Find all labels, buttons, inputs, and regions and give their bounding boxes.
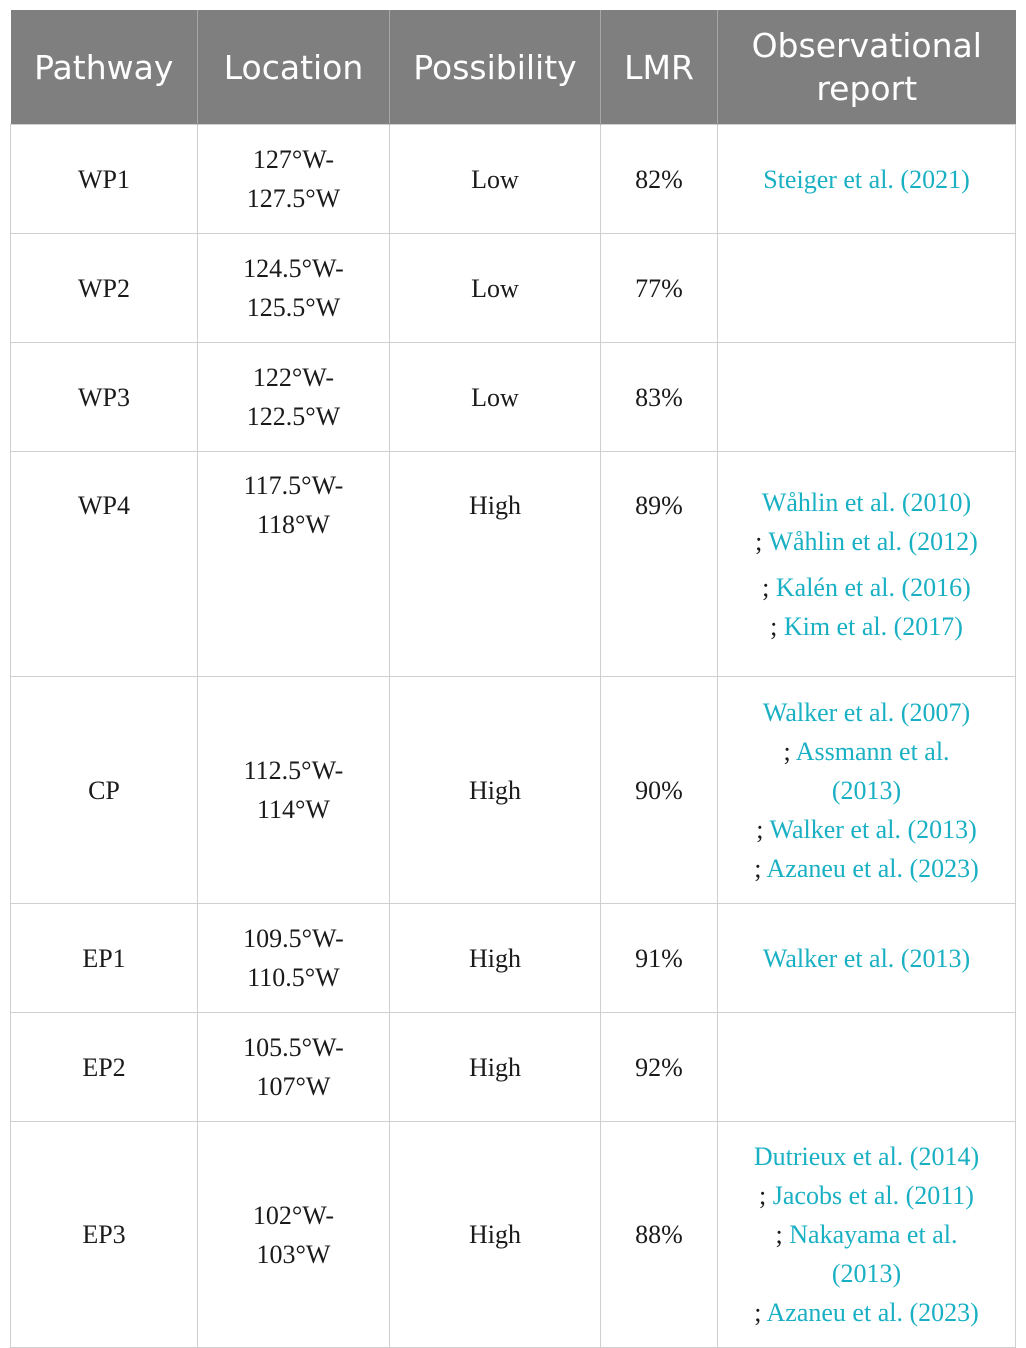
location-cell: 122°W- 122.5°W	[197, 342, 390, 452]
table-row: WP1 127°W- 127.5°W Low 82% Steiger et al…	[10, 124, 1016, 234]
lmr-cell: 91%	[600, 903, 718, 1013]
location-end: 122.5°W	[246, 402, 341, 431]
reference-link-continued[interactable]: (2013)	[831, 775, 902, 805]
reference-link[interactable]: Jacobs et al. (2011)	[772, 1181, 974, 1210]
separator: ;	[754, 853, 762, 883]
separator: ;	[756, 814, 764, 844]
separator: ;	[755, 526, 763, 556]
pathway-cell: CP	[10, 676, 198, 904]
pathway-cell: EP3	[10, 1121, 198, 1348]
lmr-cell: 90%	[600, 676, 718, 904]
pathway-cell: WP2	[10, 233, 198, 343]
reference-link[interactable]: Steiger et al. (2021)	[763, 164, 970, 194]
report-cell: Dutrieux et al. (2014) ; Jacobs et al. (…	[717, 1121, 1016, 1348]
location-cell: 112.5°W- 114°W	[197, 676, 390, 904]
table-row: WP2 124.5°W- 125.5°W Low 77%	[10, 233, 1016, 343]
lmr-cell: 88%	[600, 1121, 718, 1348]
location-end: 103°W	[256, 1239, 331, 1269]
separator: ;	[762, 572, 770, 602]
possibility-cell: High	[389, 451, 601, 677]
lmr-cell: 89%	[600, 451, 718, 677]
location-start: 124.5°W-	[243, 254, 344, 283]
report-cell: Steiger et al. (2021)	[717, 124, 1016, 234]
table-row: WP3 122°W- 122.5°W Low 83%	[10, 342, 1016, 452]
report-cell	[717, 1012, 1016, 1122]
possibility-cell: Low	[389, 342, 601, 452]
header-possibility: Possibility	[389, 10, 601, 125]
location-end: 107°W	[256, 1072, 331, 1101]
header-observational-report: Observational report	[717, 10, 1016, 125]
separator: ;	[770, 611, 778, 641]
reference-link[interactable]: Wåhlin et al. (2010)	[761, 487, 972, 517]
reference-link[interactable]: Nakayama et al.	[789, 1220, 958, 1249]
report-cell: Walker et al. (2013)	[717, 903, 1016, 1013]
location-start: 102°W-	[252, 1200, 335, 1230]
reference-link[interactable]: Kim et al. (2017)	[783, 611, 963, 641]
location-end: 125.5°W	[246, 293, 341, 322]
table-row: EP1 109.5°W- 110.5°W High 91% Walker et …	[10, 903, 1016, 1013]
possibility-cell: High	[389, 1121, 601, 1348]
pathway-cell: WP1	[10, 124, 198, 234]
location-end: 110.5°W	[247, 963, 340, 992]
header-pathway: Pathway	[10, 10, 198, 125]
location-start: 112.5°W-	[243, 756, 344, 785]
header-row: Pathway Location Possibility LMR Observa…	[10, 10, 1016, 125]
location-cell: 105.5°W- 107°W	[197, 1012, 390, 1122]
table-row: EP3 102°W- 103°W High 88% Dutrieux et al…	[10, 1121, 1016, 1348]
location-start: 117.5°W-	[243, 471, 344, 500]
location-start: 105.5°W-	[243, 1033, 344, 1062]
location-start: 122°W-	[252, 363, 335, 392]
location-cell: 117.5°W- 118°W	[197, 451, 390, 677]
table-row: CP 112.5°W- 114°W High 90% Walker et al.…	[10, 676, 1016, 904]
lmr-cell: 82%	[600, 124, 718, 234]
location-start: 127°W-	[252, 145, 335, 174]
location-end: 127.5°W	[246, 184, 341, 213]
reference-link[interactable]: Assmann et al.	[795, 736, 950, 766]
location-cell: 127°W- 127.5°W	[197, 124, 390, 234]
pathway-cell: EP2	[10, 1012, 198, 1122]
possibility-cell: Low	[389, 124, 601, 234]
pathway-cell: EP1	[10, 903, 198, 1013]
report-cell: Wåhlin et al. (2010) ; Wåhlin et al. (20…	[717, 451, 1016, 677]
header-lmr: LMR	[600, 10, 718, 125]
location-cell: 102°W- 103°W	[197, 1121, 390, 1348]
reference-link[interactable]: Azaneu et al. (2023)	[766, 853, 979, 883]
report-cell	[717, 342, 1016, 452]
lmr-cell: 77%	[600, 233, 718, 343]
reference-link[interactable]: Walker et al. (2013)	[769, 814, 977, 844]
lmr-cell: 92%	[600, 1012, 718, 1122]
reference-link[interactable]: Azaneu et al. (2023)	[766, 1298, 979, 1327]
possibility-cell: High	[389, 903, 601, 1013]
separator: ;	[775, 1220, 783, 1249]
separator: ;	[754, 1298, 762, 1327]
reference-link[interactable]: Walker et al. (2007)	[762, 697, 971, 727]
report-cell	[717, 233, 1016, 343]
pathway-cell: WP4	[10, 451, 198, 677]
table-row: EP2 105.5°W- 107°W High 92%	[10, 1012, 1016, 1122]
location-end: 118°W	[257, 510, 330, 539]
separator: ;	[759, 1181, 767, 1210]
report-cell: Walker et al. (2007) ; Assmann et al. (2…	[717, 676, 1016, 904]
location-start: 109.5°W-	[243, 924, 344, 953]
location-cell: 124.5°W- 125.5°W	[197, 233, 390, 343]
possibility-cell: Low	[389, 233, 601, 343]
reference-link[interactable]: Dutrieux et al. (2014)	[753, 1142, 980, 1171]
lmr-cell: 83%	[600, 342, 718, 452]
table-row: WP4 117.5°W- 118°W High 89% Wåhlin et al…	[10, 451, 1016, 677]
reference-link-continued[interactable]: (2013)	[831, 1259, 902, 1288]
reference-link[interactable]: Walker et al. (2013)	[762, 943, 971, 973]
pathway-table: Pathway Location Possibility LMR Observa…	[10, 10, 1016, 1348]
location-end: 114°W	[257, 795, 330, 824]
reference-link[interactable]: Kalén et al. (2016)	[775, 572, 971, 602]
possibility-cell: High	[389, 1012, 601, 1122]
reference-link[interactable]: Wåhlin et al. (2012)	[768, 526, 978, 556]
pathway-cell: WP3	[10, 342, 198, 452]
separator: ;	[783, 736, 791, 766]
header-location: Location	[197, 10, 390, 125]
possibility-cell: High	[389, 676, 601, 904]
location-cell: 109.5°W- 110.5°W	[197, 903, 390, 1013]
